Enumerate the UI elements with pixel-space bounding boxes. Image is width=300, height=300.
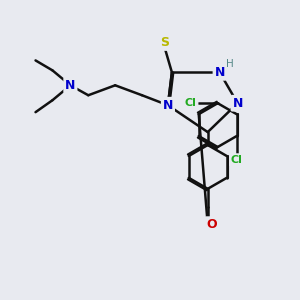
Text: H: H — [226, 59, 233, 69]
Text: Cl: Cl — [185, 98, 197, 108]
Text: N: N — [214, 66, 225, 79]
Text: N: N — [65, 79, 76, 92]
Text: Cl: Cl — [231, 155, 243, 165]
Text: S: S — [160, 36, 169, 49]
Text: N: N — [163, 99, 173, 112]
Text: O: O — [206, 218, 217, 231]
Text: N: N — [232, 97, 243, 110]
